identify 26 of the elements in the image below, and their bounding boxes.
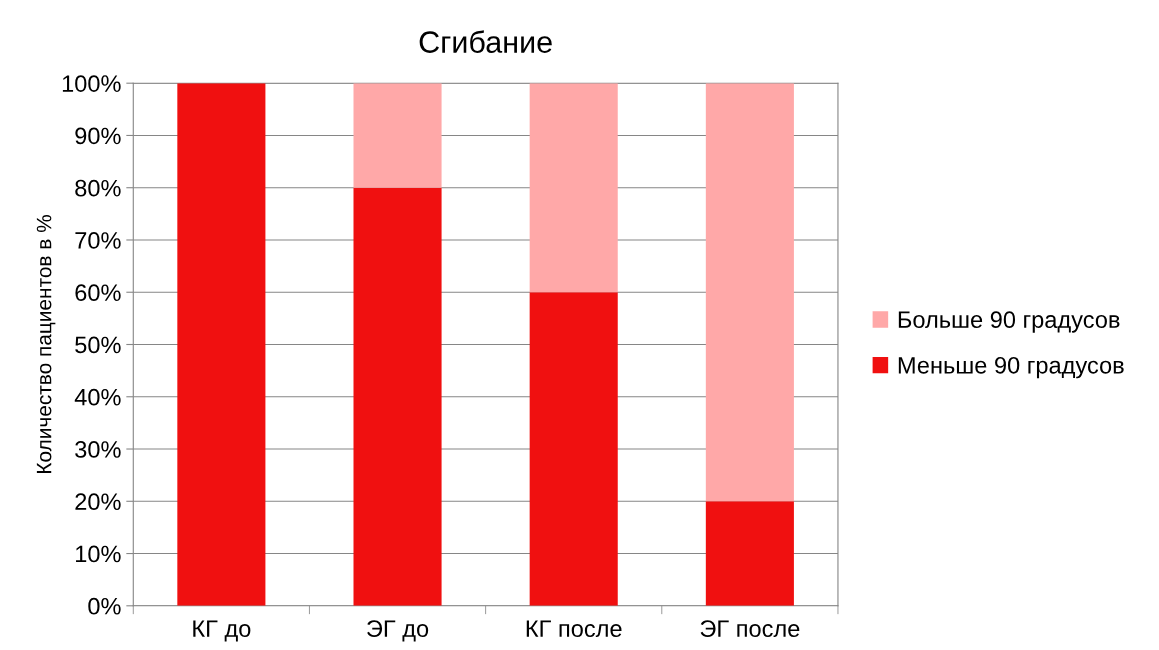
y-tick-label: 30% [75,441,121,458]
y-tick-label: 100% [62,75,121,92]
x-tick-label: КГ до [193,620,251,642]
x-tick-label: КГ после [526,620,622,638]
legend-label: Меньше 90 градусов [898,356,1124,379]
chart-title: Сгибание [419,30,552,53]
bar [529,292,618,606]
y-tick-label: 50% [75,336,121,354]
bar [353,83,442,188]
y-tick-label: 60% [75,284,121,302]
legend-label: Больше 90 градусов [898,311,1120,333]
y-tick-label: 80% [75,179,121,197]
y-tick-label: 70% [75,232,121,249]
bar [177,83,266,606]
y-tick-label: 90% [75,127,121,145]
bar [529,83,618,293]
y-axis-title: Количество пациентов в % [36,215,56,473]
x-tick-label: ЭГ до [367,620,429,642]
y-tick-label: 20% [75,493,121,511]
y-tick-label: 10% [76,545,121,563]
y-tick-label: 0% [88,597,121,615]
x-tick-label: ЭГ после [700,620,800,638]
bar [705,83,794,502]
bar [353,187,442,606]
y-tick-label: 40% [74,388,121,406]
bar [705,501,794,606]
